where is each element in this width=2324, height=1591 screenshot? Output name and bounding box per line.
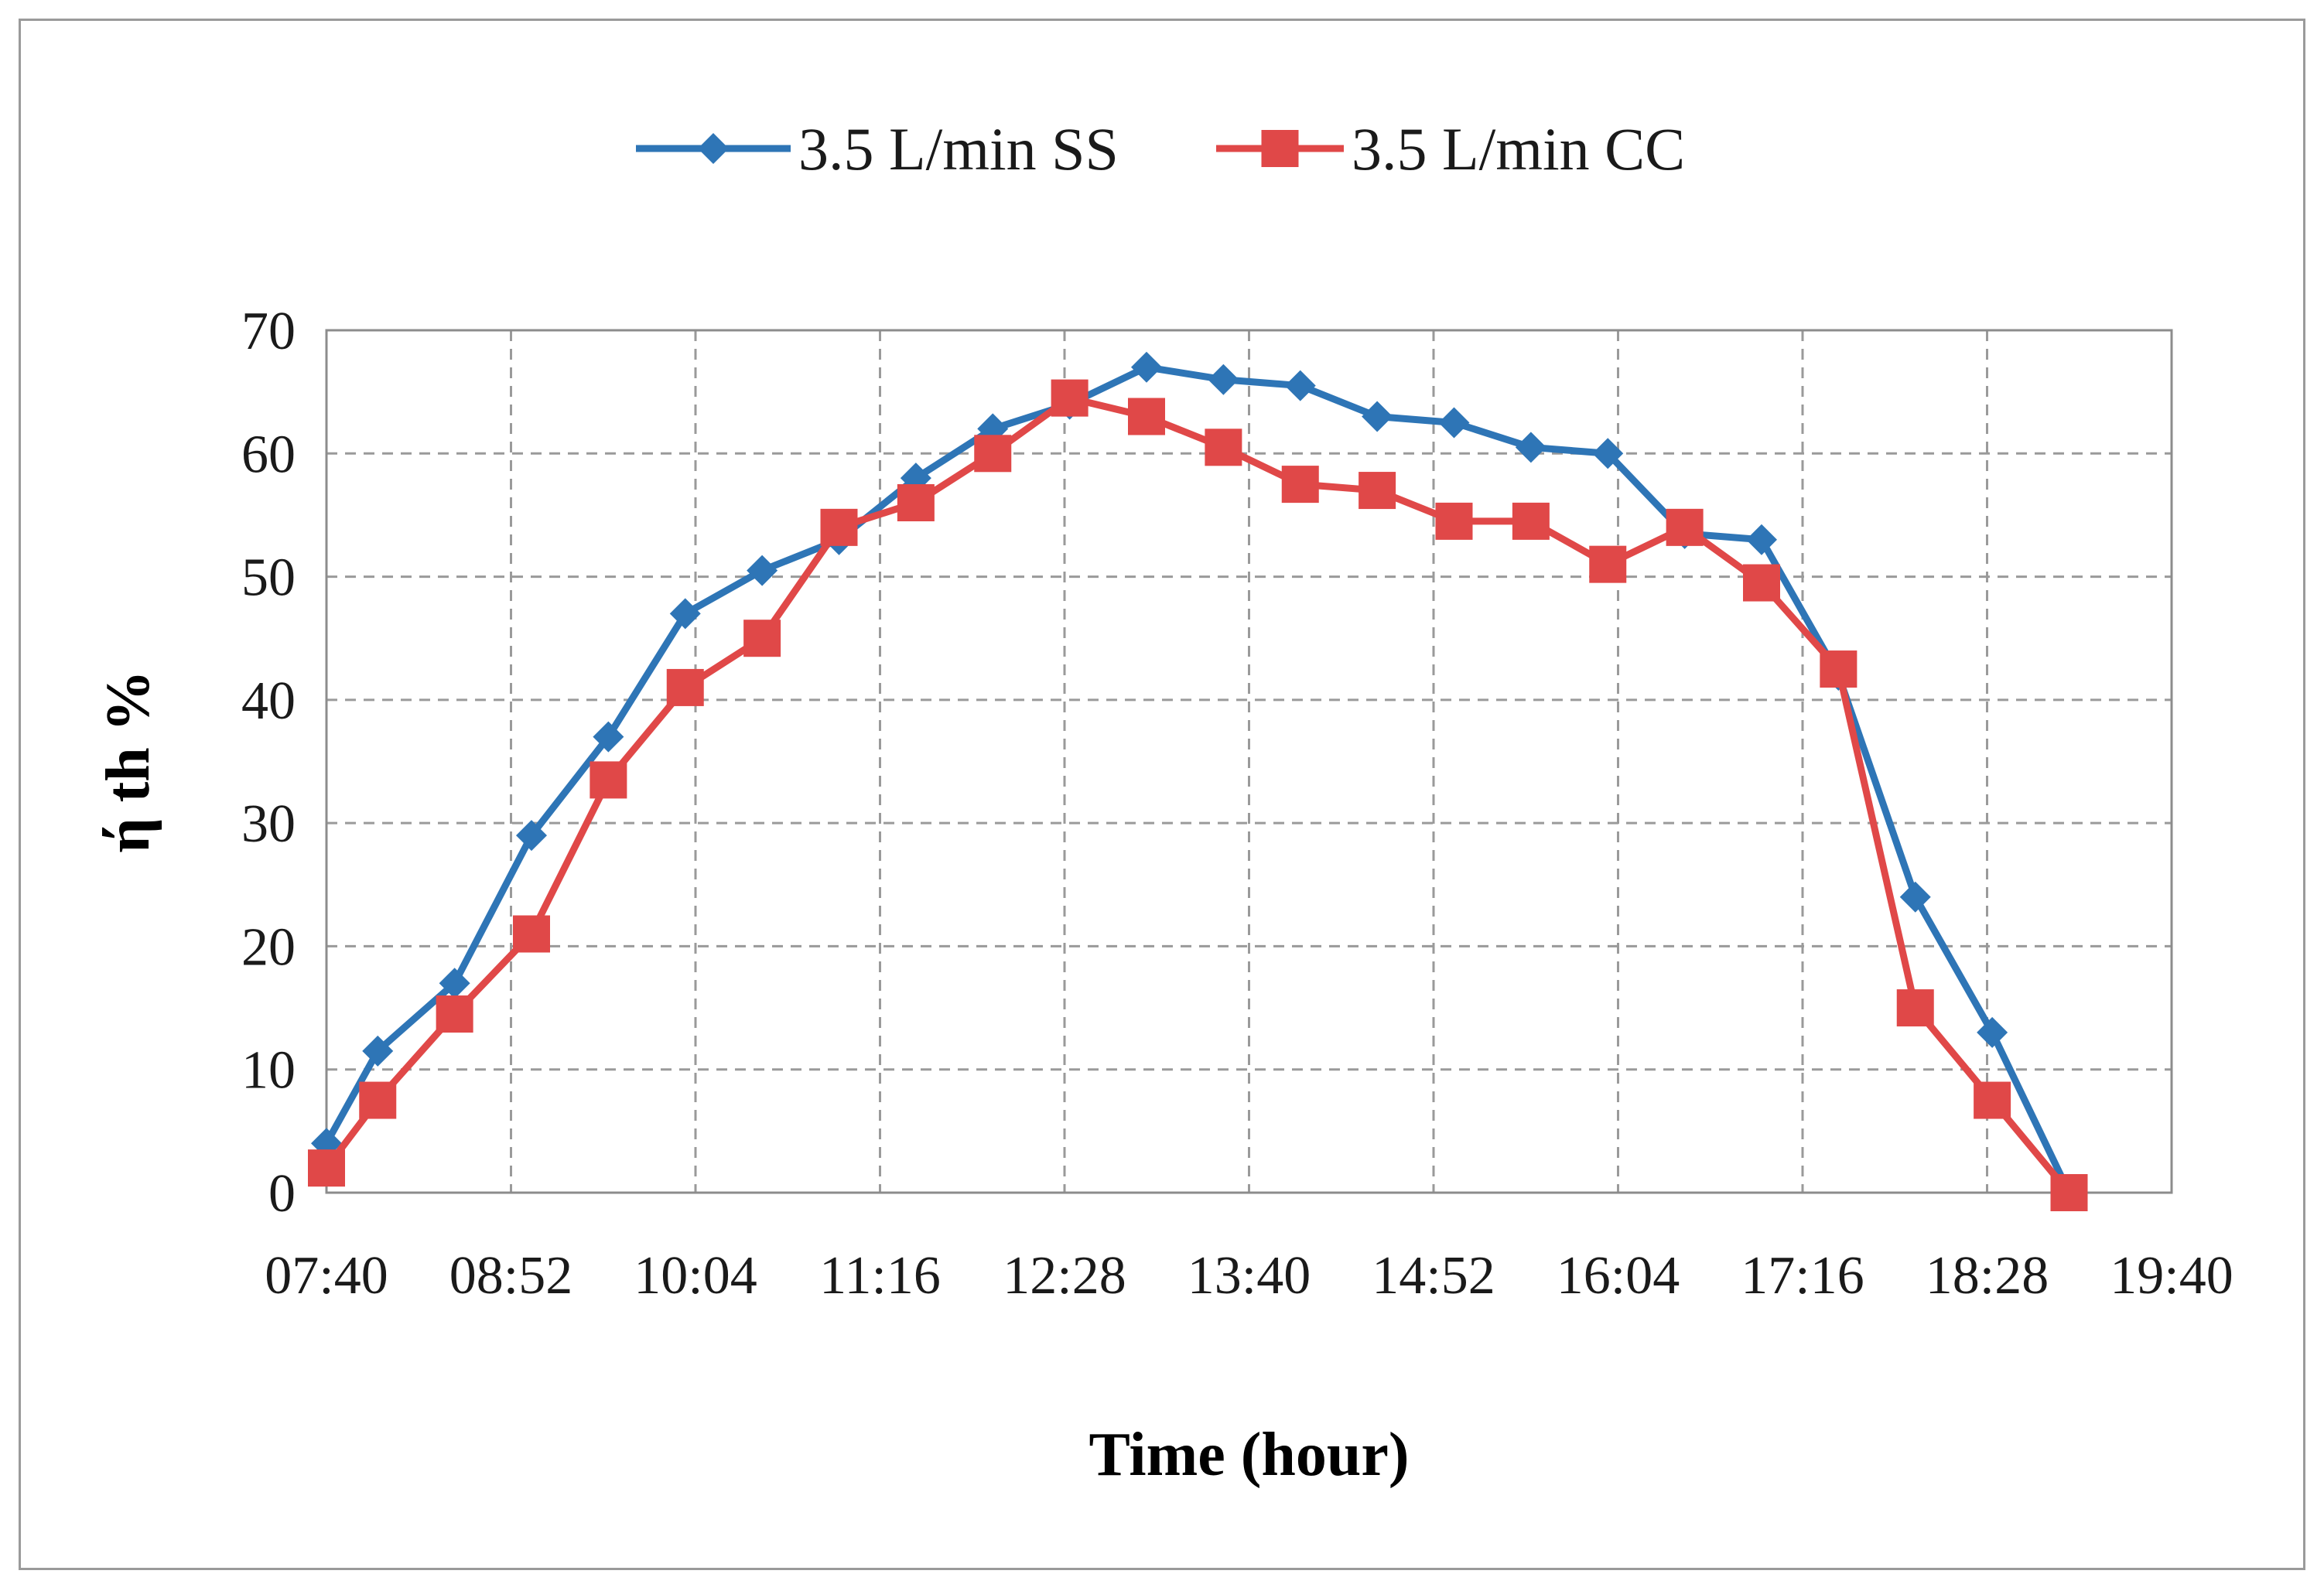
data-point [820, 508, 858, 546]
data-point [897, 484, 935, 521]
data-point [436, 995, 473, 1033]
series-group [308, 351, 2088, 1211]
x-axis-title: Time (hour) [1089, 1421, 1409, 1489]
y-tick-label: 40 [241, 671, 296, 731]
data-point [513, 915, 550, 953]
data-point [1435, 502, 1473, 540]
data-point [1666, 508, 1704, 546]
line-chart: 0 10 20 30 40 50 60 70 07:40 08:52 10:04 11:16 12:2… [94, 115, 2233, 1489]
x-tick-label: 13:40 [1188, 1246, 1311, 1306]
series-line [323, 394, 2072, 1195]
data-point [1051, 379, 1089, 417]
data-point [362, 1035, 394, 1067]
x-tick-label: 14:52 [1372, 1246, 1495, 1306]
data-point [1820, 650, 1857, 688]
x-tick-label: 19:40 [2110, 1246, 2233, 1306]
x-tick-label: 12:28 [1003, 1246, 1126, 1306]
x-tick-label: 10:04 [634, 1246, 757, 1306]
y-axis-title: ή th % [94, 670, 162, 853]
data-point [1592, 438, 1624, 469]
legend: 3.5 L/min SS 3.5 L/min CC [636, 115, 1685, 183]
x-tick-label: 16:04 [1557, 1246, 1680, 1306]
x-tick-label: 17:16 [1741, 1246, 1864, 1306]
y-tick-label: 0 [268, 1164, 296, 1224]
data-point [1128, 398, 1165, 435]
legend-label: 3.5 L/min SS [798, 115, 1119, 183]
y-tick-label: 50 [241, 548, 296, 608]
data-point [666, 668, 704, 706]
data-point [669, 598, 701, 630]
y-tick-label: 30 [241, 794, 296, 854]
series-line [323, 364, 2073, 1194]
legend-item: 3.5 L/min SS [636, 115, 1119, 183]
data-point [359, 1081, 397, 1119]
y-axis: 0 10 20 30 40 50 60 70 [241, 302, 296, 1224]
data-point [1589, 545, 1627, 583]
data-point [439, 968, 470, 999]
data-point [1284, 370, 1316, 401]
y-tick-label: 70 [241, 302, 296, 361]
y-tick-label: 10 [241, 1041, 296, 1101]
legend-label: 3.5 L/min CC [1352, 115, 1685, 183]
data-point [747, 555, 778, 586]
data-point [1512, 502, 1550, 540]
plot-area [325, 329, 2173, 1194]
data-point [2050, 1174, 2088, 1211]
x-tick-label: 08:52 [449, 1246, 572, 1306]
data-point [1205, 428, 1242, 466]
chart-frame: 0 10 20 30 40 50 60 70 07:40 08:52 10:04 11:16 12:2… [19, 19, 2305, 1570]
data-point [1208, 364, 1239, 395]
legend-marker [1261, 130, 1299, 167]
data-point [1359, 472, 1396, 510]
data-point [743, 620, 781, 657]
legend-item: 3.5 L/min CC [1216, 115, 1685, 183]
x-tick-label: 18:28 [1926, 1246, 2049, 1306]
series-cc [308, 379, 2088, 1211]
data-point [1977, 1016, 2008, 1048]
data-point [590, 761, 627, 799]
data-point [1974, 1081, 2011, 1119]
y-tick-label: 60 [241, 425, 296, 484]
data-point [974, 435, 1012, 473]
series-ss [311, 351, 2085, 1208]
x-tick-label: 11:16 [819, 1246, 941, 1306]
data-point [593, 721, 624, 753]
data-point [308, 1149, 345, 1187]
data-point [1515, 432, 1546, 463]
data-point [1896, 989, 1934, 1027]
data-point [1438, 407, 1470, 439]
data-point [1362, 401, 1393, 432]
x-axis: 07:40 08:52 10:04 11:16 12:28 13:40 14:52 16:04… [265, 1246, 2233, 1306]
data-point [1131, 351, 1162, 383]
data-point [1743, 564, 1780, 602]
data-point [1281, 466, 1319, 504]
data-point [516, 820, 547, 852]
legend-marker [698, 133, 729, 164]
data-point [1746, 524, 1777, 555]
x-tick-label: 07:40 [265, 1246, 388, 1306]
data-point [1899, 881, 1931, 913]
y-tick-label: 20 [241, 917, 296, 977]
